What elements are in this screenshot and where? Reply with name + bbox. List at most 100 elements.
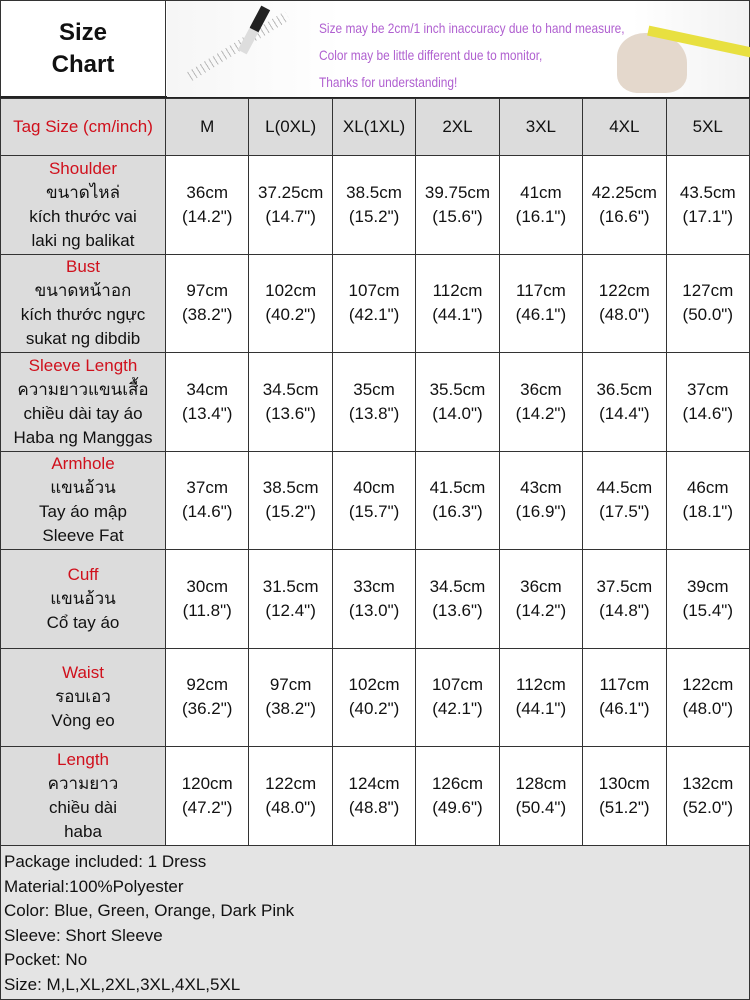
- cm-value: 122cm: [265, 773, 317, 793]
- inch-value: (14.2"): [515, 403, 567, 423]
- cm-value: 127cm: [682, 281, 734, 301]
- table-row: Shoulder ขนาดไหล่ kích thước vai laki ng ba…: [0, 155, 750, 255]
- inch-value: (14.8"): [599, 600, 650, 620]
- measurement-name: Sleeve Length: [28, 355, 138, 375]
- cm-value: 41cm: [520, 182, 562, 202]
- measurement-cell: 37.25cm (14.7"): [248, 155, 333, 255]
- inch-value: (15.7"): [348, 502, 400, 522]
- inch-value: (12.4"): [265, 600, 316, 620]
- cm-value: 34.5cm: [262, 379, 319, 399]
- detail-line: Material:100%Polyester: [4, 876, 184, 896]
- measurement-cell: 35cm (13.8"): [331, 352, 417, 452]
- table-row: Bust ขนาดหน้าอก kích thước ngực sukat ng di…: [0, 253, 750, 353]
- cm-value: 112cm: [432, 281, 483, 301]
- cm-value: 102cm: [348, 675, 400, 695]
- cm-value: 97cm: [186, 281, 228, 301]
- cm-value: 120cm: [181, 773, 233, 793]
- measurement-cell: 30cm (11.8"): [164, 549, 250, 649]
- cm-value: 117cm: [516, 281, 566, 301]
- cm-value: 38.5cm: [346, 182, 402, 202]
- inch-value: (42.1"): [432, 699, 483, 719]
- table-row: Waist รอบเอว Vòng eo 92cm (36.2") 97cm (38.2")…: [0, 647, 750, 747]
- measurement-translation: ขนาดหน้าอก: [34, 281, 132, 301]
- inch-value: (14.6"): [181, 502, 233, 522]
- measurement-translation: Sleeve Fat: [42, 526, 124, 546]
- measurement-cell: 36cm (14.2"): [498, 352, 584, 452]
- header: Size Chart Size may be 2cm/1 inch inaccu…: [0, 0, 750, 98]
- table-row: Armhole แขนอ้วน Tay áo mập Sleeve Fat 37cm (1…: [0, 450, 750, 550]
- measurement-cell: 41cm (16.1"): [498, 155, 584, 255]
- inch-value: (48.0"): [682, 699, 733, 719]
- cm-value: 43cm: [520, 478, 562, 498]
- inch-value: (15.6"): [432, 206, 483, 226]
- cm-value: 30cm: [186, 576, 228, 596]
- measurement-banner: Size may be 2cm/1 inch inaccuracy due to…: [167, 1, 750, 97]
- cm-value: 31.5cm: [262, 576, 319, 596]
- measurement-cell: 107cm (42.1"): [415, 647, 500, 747]
- size-header: L(0XL): [248, 98, 333, 156]
- measurement-label: Sleeve Length ความยาวแขนเสื้อ chiều dài ta…: [0, 352, 166, 452]
- note: Thanks for understanding!: [319, 74, 458, 90]
- measurement-cell: 42.25cm (16.6"): [582, 155, 667, 255]
- cm-value: 107cm: [348, 281, 400, 301]
- inch-value: (36.2"): [181, 699, 233, 719]
- cm-value: 37.25cm: [258, 182, 324, 202]
- measurement-cell: 34.5cm (13.6"): [248, 352, 333, 452]
- title-line-2: Chart: [51, 51, 115, 78]
- measurement-translation: Haba ng Manggas: [13, 427, 153, 447]
- size-header: 3XL: [498, 98, 584, 156]
- inch-value: (15.4"): [682, 600, 733, 620]
- inch-value: (44.1"): [515, 699, 567, 719]
- cm-value: 132cm: [682, 773, 734, 793]
- hand-icon: [617, 33, 687, 93]
- measurement-label: Shoulder ขนาดไหล่ kích thước vai laki ng ba…: [0, 155, 166, 255]
- measurement-cell: 97cm (38.2"): [248, 647, 333, 747]
- measurement-cell: 37cm (14.6"): [665, 352, 750, 452]
- size-header: XL(1XL): [331, 98, 417, 156]
- cm-value: 107cm: [431, 675, 483, 695]
- measurement-name: Waist: [62, 663, 104, 683]
- detail-line: Pocket: No: [4, 950, 88, 970]
- inch-value: (40.2"): [348, 699, 400, 719]
- measurement-translation: ความยาว: [47, 773, 119, 793]
- detail-line: Sleeve: Short Sleeve: [4, 925, 163, 945]
- measurement-cell: 40cm (15.7"): [331, 450, 417, 550]
- measurement-cell: 44.5cm (17.5"): [582, 450, 667, 550]
- measurement-name: Cuff: [67, 564, 99, 584]
- measurement-cell: 112cm (44.1"): [498, 647, 584, 747]
- measurement-name: Bust: [65, 257, 101, 277]
- inch-value: (38.2"): [181, 305, 233, 325]
- measurement-name: Armhole: [51, 454, 115, 474]
- measurement-label: Waist รอบเอว Vòng eo: [0, 647, 166, 747]
- inch-value: (16.3"): [432, 502, 483, 522]
- measurement-cell: 38.5cm (15.2"): [248, 450, 333, 550]
- inch-value: (48.0"): [265, 797, 316, 817]
- inch-value: (15.2"): [265, 502, 316, 522]
- size-header: 2XL: [415, 98, 500, 156]
- inch-value: (11.8"): [182, 600, 232, 620]
- inch-value: (42.1"): [348, 305, 400, 325]
- measurement-translation: Vòng eo: [51, 711, 115, 731]
- inch-value: (40.2"): [265, 305, 316, 325]
- inch-value: (14.0"): [432, 403, 483, 423]
- measurement-cell: 102cm (40.2"): [248, 253, 333, 353]
- inch-value: (38.2"): [265, 699, 316, 719]
- cm-value: 126cm: [431, 773, 483, 793]
- measurement-label: Armhole แขนอ้วน Tay áo mập Sleeve Fat: [0, 450, 166, 550]
- measurement-translation: แขนอ้วน: [50, 478, 116, 498]
- cm-value: 34cm: [186, 379, 228, 399]
- cm-value: 130cm: [598, 773, 650, 793]
- measurement-cell: 122cm (48.0"): [582, 253, 667, 353]
- inch-value: (48.8"): [348, 797, 400, 817]
- size-header: M: [164, 98, 250, 156]
- measurement-translation: ขนาดไหล่: [45, 182, 120, 202]
- inch-value: (16.6"): [599, 206, 650, 226]
- measurement-translation: Cổ tay áo: [46, 612, 120, 632]
- measurement-cell: 39cm (15.4"): [665, 549, 750, 649]
- cm-value: 36cm: [520, 379, 562, 399]
- table-row: Length ความยาว chiều dài haba 120cm (47.2") 12…: [0, 746, 750, 846]
- inch-value: (18.1"): [682, 502, 733, 522]
- measurement-cell: 46cm (18.1"): [665, 450, 750, 550]
- note: Color may be little different due to mon…: [319, 47, 543, 63]
- cm-value: 42.25cm: [591, 182, 657, 202]
